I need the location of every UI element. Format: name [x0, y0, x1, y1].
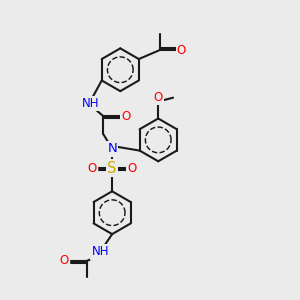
Text: O: O [128, 162, 137, 175]
Text: O: O [88, 162, 97, 175]
Text: N: N [107, 142, 117, 155]
Text: O: O [154, 91, 163, 104]
Text: O: O [59, 254, 69, 267]
Text: S: S [107, 160, 117, 175]
Text: NH: NH [82, 97, 99, 110]
Text: O: O [177, 44, 186, 57]
Text: O: O [121, 110, 130, 123]
Text: NH: NH [92, 245, 109, 258]
